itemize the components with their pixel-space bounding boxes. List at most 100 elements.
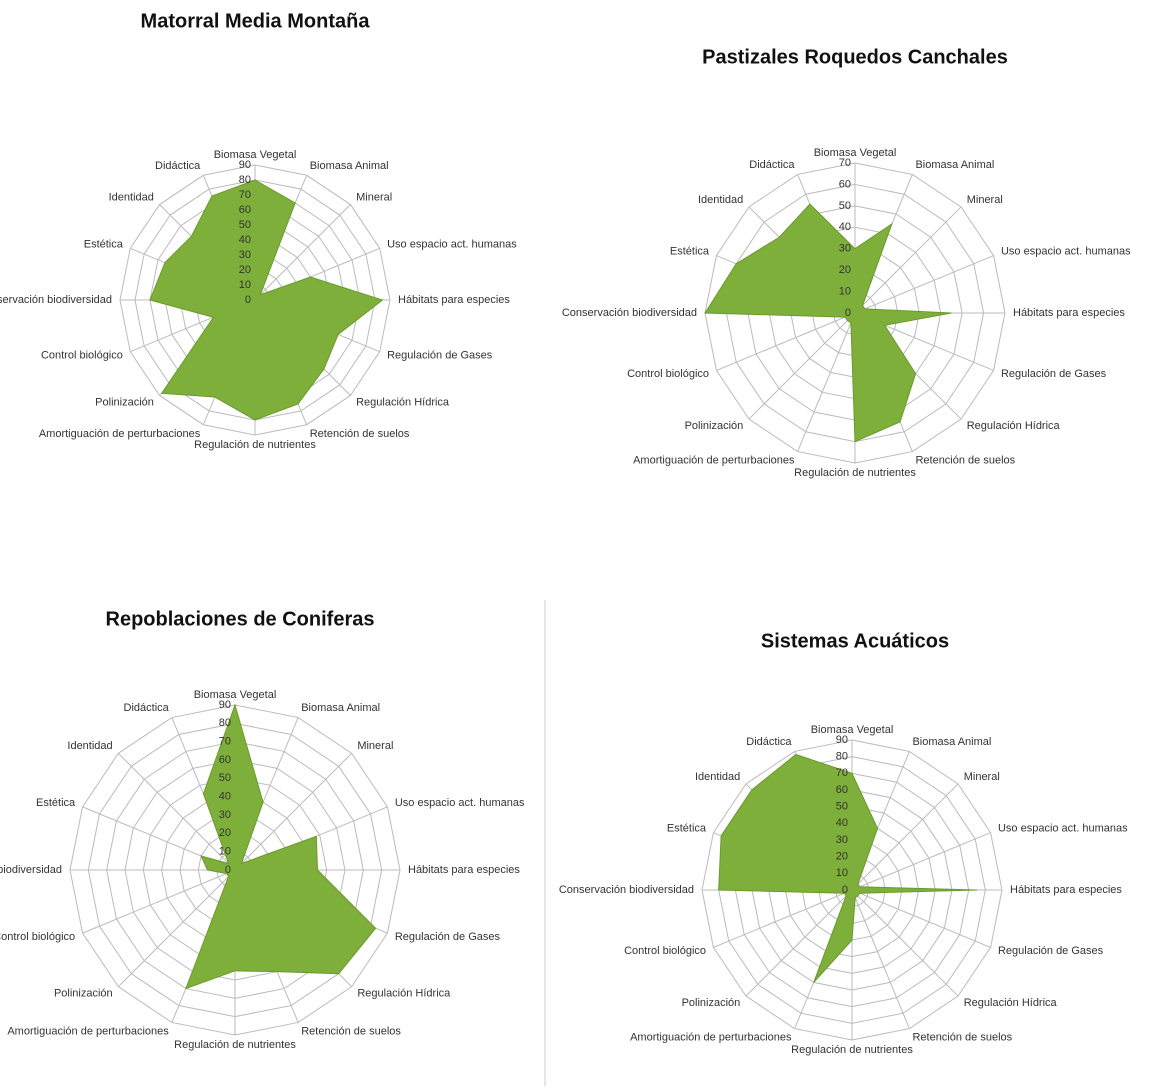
category-label: Estética — [84, 238, 124, 250]
tick-label: 50 — [836, 801, 848, 813]
spoke — [851, 889, 959, 997]
tick-label: 0 — [842, 884, 848, 896]
category-label: Biomasa Animal — [301, 702, 380, 714]
category-label: Polinización — [685, 420, 744, 432]
category-label: Control biológico — [41, 349, 123, 361]
category-label: Estética — [667, 823, 707, 835]
category-label: Retención de suelos — [915, 455, 1015, 467]
category-label: Hábitats para especies — [398, 294, 510, 306]
category-label: Conservación biodiversidad — [0, 294, 112, 306]
spoke — [854, 206, 962, 314]
category-label: Estética — [670, 246, 710, 258]
tick-label: 30 — [219, 809, 231, 821]
tick-label: 90 — [219, 699, 231, 711]
category-label: Amortiguación de perturbaciones — [7, 1026, 169, 1038]
category-label: Biomasa Vegetal — [811, 724, 894, 736]
radar-area — [185, 703, 377, 990]
tick-label: 30 — [839, 243, 851, 255]
tick-label: 20 — [836, 851, 848, 863]
category-label: Control biológico — [624, 945, 706, 957]
category-label: Didáctica — [746, 736, 792, 748]
tick-label: 10 — [219, 846, 231, 858]
category-label: Hábitats para especies — [408, 864, 520, 876]
category-label: Didáctica — [749, 159, 795, 171]
category-label: Retención de suelos — [301, 1026, 401, 1038]
spoke — [82, 869, 236, 934]
tick-label: 90 — [836, 734, 848, 746]
radar-area — [149, 179, 384, 421]
tick-label: 70 — [836, 767, 848, 779]
tick-label: 40 — [219, 791, 231, 803]
category-label: Regulación de nutrientes — [791, 1044, 913, 1056]
tick-label: 10 — [839, 285, 851, 297]
category-label: Hábitats para especies — [1010, 884, 1122, 896]
category-label: Identidad — [695, 771, 740, 783]
spoke — [851, 783, 959, 891]
spoke — [716, 312, 856, 371]
spoke — [254, 204, 351, 301]
tick-label: 70 — [219, 736, 231, 748]
tick-label: 70 — [239, 189, 251, 201]
spoke — [234, 752, 353, 871]
tick-label: 20 — [839, 264, 851, 276]
tick-label: 70 — [839, 157, 851, 169]
tick-label: 30 — [836, 834, 848, 846]
tick-label: 10 — [836, 867, 848, 879]
category-label: Biomasa Animal — [310, 160, 389, 172]
category-label: Uso espacio act. humanas — [387, 238, 517, 250]
spoke — [851, 889, 910, 1029]
category-label: Biomasa Vegetal — [194, 689, 277, 701]
category-label: Didáctica — [155, 160, 201, 172]
category-label: Control biológico — [0, 931, 75, 943]
category-label: Regulación Hídrica — [356, 396, 450, 408]
radar-area — [718, 753, 978, 983]
category-label: Conservación biodiversidad — [559, 884, 694, 896]
category-label: Regulación de Gases — [998, 945, 1104, 957]
spoke — [748, 312, 856, 420]
spoke — [745, 889, 853, 997]
category-label: Regulación de Gases — [1001, 368, 1107, 380]
tick-label: 60 — [219, 754, 231, 766]
category-label: Mineral — [356, 191, 392, 203]
tick-label: 50 — [239, 219, 251, 231]
spoke — [797, 312, 856, 452]
tick-label: 50 — [219, 772, 231, 784]
category-label: Estética — [36, 797, 76, 809]
tick-label: 80 — [836, 751, 848, 763]
category-label: Uso espacio act. humanas — [395, 797, 525, 809]
category-label: Biomasa Vegetal — [814, 147, 897, 159]
tick-label: 0 — [845, 307, 851, 319]
category-label: Amortiguación de perturbaciones — [630, 1032, 792, 1044]
chart-title: Repoblaciones de Coniferas — [106, 608, 375, 630]
category-label: Amortiguación de perturbaciones — [633, 455, 795, 467]
category-label: Biomasa Animal — [915, 159, 994, 171]
tick-label: 40 — [239, 234, 251, 246]
category-label: Polinización — [54, 988, 113, 1000]
category-label: Mineral — [964, 771, 1000, 783]
tick-label: 20 — [239, 264, 251, 276]
radar-area — [704, 203, 952, 443]
category-label: Regulación de Gases — [387, 349, 493, 361]
tick-label: 30 — [239, 249, 251, 261]
category-label: Uso espacio act. humanas — [1001, 246, 1131, 258]
category-label: Retención de suelos — [310, 428, 410, 440]
tick-label: 40 — [836, 817, 848, 829]
category-label: Biomasa Vegetal — [214, 149, 297, 161]
category-label: Polinización — [682, 997, 741, 1009]
tick-label: 90 — [239, 159, 251, 171]
category-label: Identidad — [109, 191, 154, 203]
category-label: Regulación Hídrica — [357, 988, 451, 1000]
category-label: Regulación de nutrientes — [174, 1039, 296, 1051]
chart-title: Pastizales Roquedos Canchales — [702, 46, 1008, 68]
category-label: Conservación biodiversidad — [562, 307, 697, 319]
tick-label: 60 — [836, 784, 848, 796]
tick-label: 80 — [239, 174, 251, 186]
tick-label: 40 — [839, 221, 851, 233]
category-label: Biomasa Animal — [912, 736, 991, 748]
spoke — [851, 889, 991, 948]
category-label: Control biológico — [627, 368, 709, 380]
category-label: Retención de suelos — [912, 1032, 1012, 1044]
category-label: Polinización — [95, 396, 154, 408]
